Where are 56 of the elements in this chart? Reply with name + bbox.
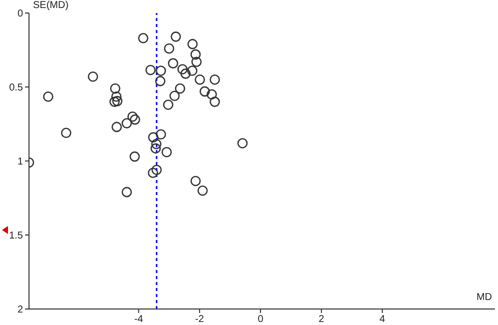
point <box>111 91 122 102</box>
point <box>200 86 210 97</box>
y-tick-label: 0 <box>17 8 24 20</box>
point <box>156 129 166 140</box>
point <box>122 118 132 128</box>
point <box>168 58 178 68</box>
point <box>150 143 161 154</box>
point <box>130 114 140 125</box>
point <box>112 122 122 132</box>
point <box>210 74 220 85</box>
point <box>191 56 202 67</box>
point <box>109 96 120 107</box>
y-axis-title: SE(MD) <box>33 0 69 11</box>
point <box>163 100 174 110</box>
point <box>43 91 54 102</box>
point <box>187 38 198 50</box>
point <box>151 138 162 150</box>
point <box>190 176 201 186</box>
point <box>127 111 138 122</box>
x-tick-label: 4 <box>380 314 386 325</box>
point <box>194 74 206 85</box>
point <box>122 186 132 198</box>
point <box>162 146 172 158</box>
point <box>174 83 186 94</box>
x-tick-label: -4 <box>134 314 144 325</box>
point <box>156 66 166 76</box>
point <box>148 132 158 142</box>
y-tick-label: 1.5 <box>9 230 24 242</box>
point <box>151 164 162 176</box>
point <box>187 66 198 76</box>
point <box>148 168 158 178</box>
x-axis-title: MD <box>476 292 492 303</box>
point <box>110 83 120 94</box>
y-tick-label: 0.5 <box>9 82 24 94</box>
point <box>206 89 217 100</box>
y-tick-label: 1 <box>17 156 24 168</box>
point <box>61 128 72 138</box>
point <box>112 96 122 106</box>
point <box>190 49 201 60</box>
point <box>169 90 180 102</box>
point <box>210 96 220 107</box>
point <box>130 151 140 162</box>
point <box>180 68 191 79</box>
x-tick-label: 0 <box>258 314 264 325</box>
point <box>155 76 166 86</box>
point <box>177 64 188 74</box>
point <box>145 64 156 76</box>
point <box>138 33 148 44</box>
point <box>170 32 181 42</box>
x-tick-label: -2 <box>195 314 204 325</box>
point <box>197 185 208 196</box>
x-tick-label: 2 <box>318 314 325 325</box>
point <box>164 43 174 54</box>
point <box>237 138 248 148</box>
point <box>88 71 98 82</box>
y-tick-label: 2 <box>17 304 24 316</box>
